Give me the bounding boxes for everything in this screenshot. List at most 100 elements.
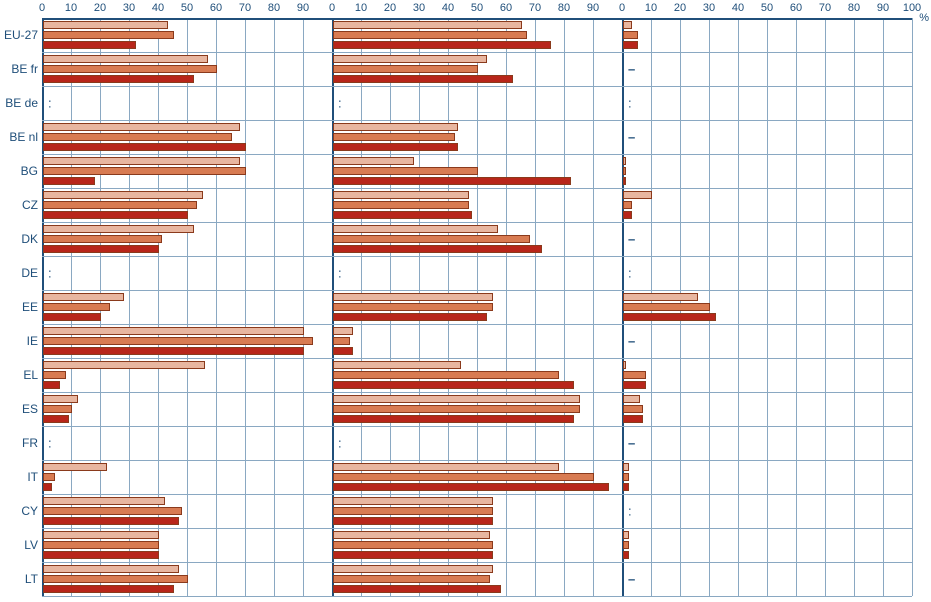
axis-tick-label: 50: [761, 2, 773, 14]
row-grid-line: [42, 596, 912, 597]
bar: [333, 483, 609, 491]
row-label: DE: [0, 266, 38, 280]
axis-tick-label: 20: [384, 2, 396, 14]
bar: [43, 293, 124, 301]
row-label: BE fr: [0, 62, 38, 76]
axis-tick-label: 50: [181, 2, 193, 14]
grid-line: [767, 18, 768, 596]
dash-marker: –: [628, 62, 635, 77]
axis-tick-label: 80: [558, 2, 570, 14]
axis-tick-label: 0: [329, 2, 335, 14]
axis-tick-label: 90: [877, 2, 889, 14]
grid-line: [738, 18, 739, 596]
row-grid-line: [42, 222, 912, 223]
grid-line: [593, 18, 594, 596]
bar: [43, 531, 159, 539]
dash-marker: –: [628, 572, 635, 587]
percent-unit-label: %: [919, 12, 929, 24]
bar: [333, 337, 350, 345]
bar: [623, 157, 626, 165]
bar: [333, 177, 571, 185]
bar: [333, 75, 513, 83]
bar: [43, 541, 159, 549]
row-grid-line: [42, 358, 912, 359]
bar: [43, 463, 107, 471]
row-grid-line: [42, 494, 912, 495]
bar: [333, 143, 458, 151]
bar: [43, 497, 165, 505]
bar: [43, 21, 168, 29]
bar: [43, 381, 60, 389]
axis-tick-label: 10: [355, 2, 367, 14]
not-available-marker: :: [48, 96, 52, 111]
bar: [43, 225, 194, 233]
bar: [333, 133, 455, 141]
bar: [43, 303, 110, 311]
bar: [43, 405, 72, 413]
grid-line: [187, 18, 188, 596]
bar: [333, 191, 469, 199]
bar: [623, 41, 638, 49]
bar: [333, 123, 458, 131]
bar: [623, 303, 710, 311]
bar: [43, 585, 174, 593]
bar: [333, 497, 493, 505]
bar: [623, 463, 629, 471]
bar: [623, 405, 643, 413]
axis-tick-label: 0: [39, 2, 45, 14]
bar: [623, 167, 626, 175]
bar: [333, 21, 522, 29]
axis-tick-label: 20: [94, 2, 106, 14]
grid-line: [912, 18, 913, 596]
bar: [333, 313, 487, 321]
axis-tick-label: 40: [732, 2, 744, 14]
bar: [43, 55, 208, 63]
bar: [623, 31, 638, 39]
bar: [43, 211, 188, 219]
row-grid-line: [42, 154, 912, 155]
bar: [43, 157, 240, 165]
bar: [623, 211, 632, 219]
grid-line: [245, 18, 246, 596]
axis-tick-label: 70: [819, 2, 831, 14]
row-label: BE nl: [0, 130, 38, 144]
bar: [333, 31, 527, 39]
bar: [43, 31, 174, 39]
not-available-marker: :: [628, 504, 632, 519]
axis-tick-label: 40: [152, 2, 164, 14]
not-available-marker: :: [48, 266, 52, 281]
bar: [623, 395, 640, 403]
axis-tick-label: 10: [645, 2, 657, 14]
row-grid-line: [42, 188, 912, 189]
row-label: LV: [0, 538, 38, 552]
bar: [43, 337, 313, 345]
bar: [333, 235, 530, 243]
axis-tick-label: 20: [674, 2, 686, 14]
bar: [623, 361, 626, 369]
bar: [43, 235, 162, 243]
row-label: EL: [0, 368, 38, 382]
bar: [43, 415, 69, 423]
bar: [333, 463, 559, 471]
grid-line: [796, 18, 797, 596]
not-available-marker: :: [338, 96, 342, 111]
not-available-marker: :: [628, 266, 632, 281]
bar: [623, 201, 632, 209]
bar: [333, 293, 493, 301]
axis-tick-label: 30: [123, 2, 135, 14]
bar: [623, 371, 646, 379]
row-grid-line: [42, 460, 912, 461]
row-label: DK: [0, 232, 38, 246]
axis-tick-label: 90: [587, 2, 599, 14]
bar: [333, 327, 353, 335]
bar: [43, 361, 205, 369]
grid-line: [216, 18, 217, 596]
axis-tick-label: 60: [500, 2, 512, 14]
bar: [333, 303, 493, 311]
bar: [333, 361, 461, 369]
grid-line: [883, 18, 884, 596]
bar: [333, 585, 501, 593]
bar: [623, 483, 629, 491]
row-label: CY: [0, 504, 38, 518]
axis-tick-label: 80: [268, 2, 280, 14]
